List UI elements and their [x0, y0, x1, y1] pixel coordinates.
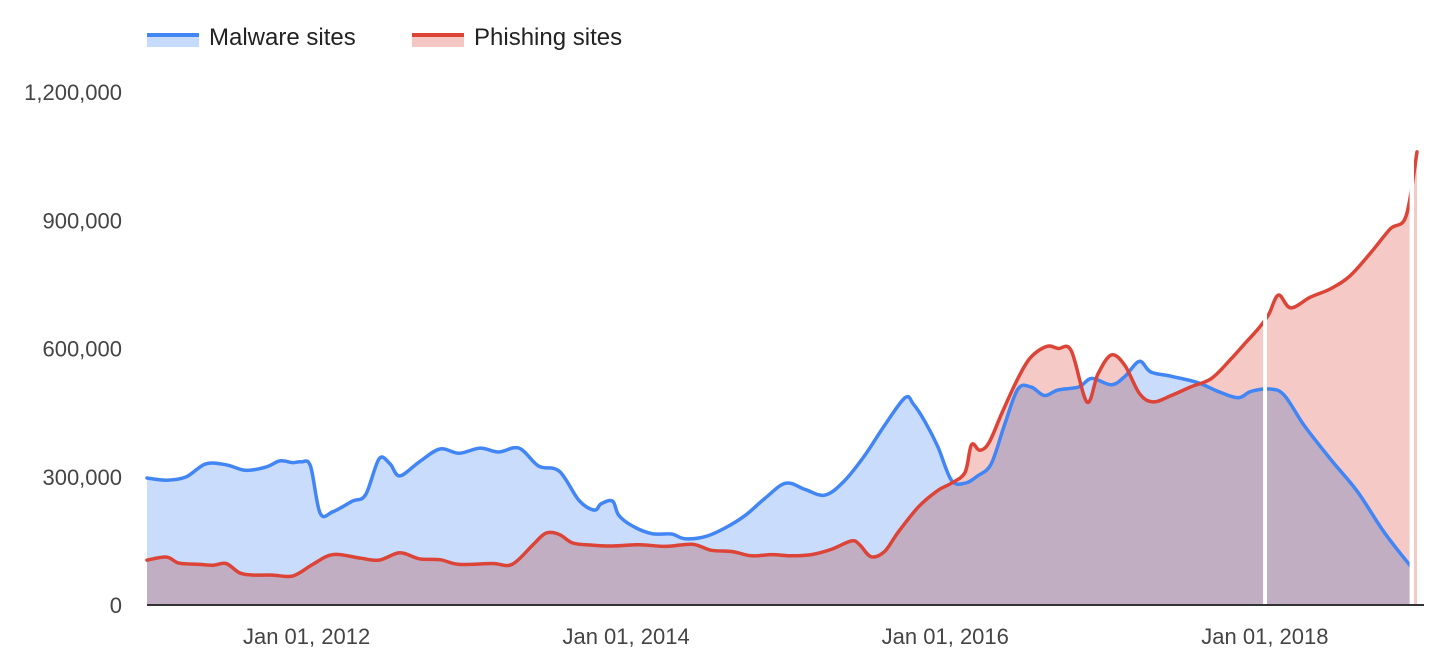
x-tick-label: Jan 01, 2012 — [243, 624, 370, 649]
data-gap — [1409, 0, 1414, 604]
legend-label: Phishing sites — [474, 24, 622, 51]
y-tick-label: 0 — [110, 593, 122, 618]
legend-label: Malware sites — [209, 24, 356, 51]
phishing-line — [145, 150, 1419, 579]
y-tick-label: 300,000 — [42, 465, 122, 490]
data-gaps — [1263, 0, 1414, 604]
y-tick-label: 900,000 — [42, 208, 122, 233]
data-gap — [1263, 0, 1267, 604]
legend-swatch-line — [147, 33, 199, 37]
legend-swatch-line — [412, 33, 464, 37]
legend-item[interactable]: Malware sites — [147, 24, 356, 51]
malware-line — [145, 359, 1413, 569]
legend: Malware sites Phishing sites — [147, 24, 622, 51]
malware-area-fill — [147, 361, 1411, 605]
legend-item[interactable]: Phishing sites — [412, 24, 622, 51]
x-tick-label: Jan 01, 2018 — [1201, 624, 1328, 649]
area-fills — [147, 151, 1417, 605]
x-tick-label: Jan 01, 2016 — [882, 624, 1009, 649]
y-tick-label: 1,200,000 — [24, 80, 122, 105]
series-lines — [145, 150, 1419, 579]
x-tick-label: Jan 01, 2014 — [562, 624, 689, 649]
y-tick-label: 600,000 — [42, 337, 122, 362]
x-axis-ticks: Jan 01, 2012 Jan 01, 2014 Jan 01, 2016 Jan … — [243, 624, 1329, 649]
y-axis-ticks: 0 300,000 600,000 900,000 1,200,000 — [24, 80, 122, 618]
